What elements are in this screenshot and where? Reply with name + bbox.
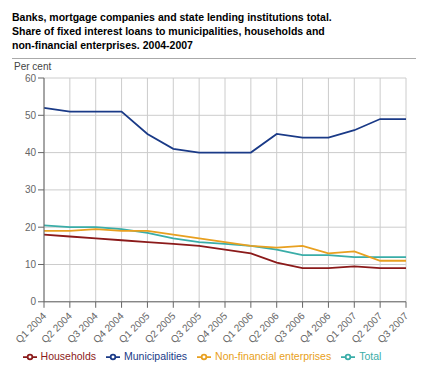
svg-text:Q2 2006: Q2 2006 <box>246 310 281 346</box>
svg-text:Q2 2004: Q2 2004 <box>39 310 75 346</box>
svg-text:Q3 2005: Q3 2005 <box>168 310 204 346</box>
html-text:Total: Total <box>359 349 382 362</box>
svg-text:Q1 2005: Q1 2005 <box>116 310 152 346</box>
html-text:Per cent: Per cent <box>14 61 52 72</box>
svg-text:Q4 2006: Q4 2006 <box>297 310 333 346</box>
svg-text:Q1 2007: Q1 2007 <box>323 310 359 346</box>
html-text:Households: Households <box>40 349 96 362</box>
svg-text:Q1 2004: Q1 2004 <box>13 310 49 346</box>
svg-text:20: 20 <box>25 222 37 233</box>
svg-text:Q3 2006: Q3 2006 <box>271 310 307 346</box>
svg-text:Q2 2005: Q2 2005 <box>142 310 178 346</box>
svg-text:Q4 2005: Q4 2005 <box>194 310 230 346</box>
svg-text:30: 30 <box>25 184 37 195</box>
svg-text:Q4 2004: Q4 2004 <box>90 310 126 346</box>
svg-text:Q1 2006: Q1 2006 <box>220 310 256 346</box>
svg-text:40: 40 <box>25 147 37 158</box>
html-text:Banks, mortgage companies and: Banks, mortgage companies and state lend… <box>12 11 332 23</box>
html-text:non-financial enterprises. 200: non-financial enterprises. 2004-2007 <box>12 39 193 51</box>
svg-text:Q2 2007: Q2 2007 <box>349 310 385 346</box>
html-text:Share of fixed interest loans: Share of fixed interest loans to municip… <box>12 25 325 37</box>
html-text:Non-financial enterprises: Non-financial enterprises <box>215 349 332 362</box>
svg-text:60: 60 <box>25 73 37 84</box>
html-text:Municipalities: Municipalities <box>124 349 188 362</box>
svg-text:10: 10 <box>25 259 37 270</box>
svg-text:Q3 2007: Q3 2007 <box>375 310 410 345</box>
svg-text:Q3 2004: Q3 2004 <box>65 310 100 346</box>
svg-text:50: 50 <box>25 110 37 121</box>
svg-text:0: 0 <box>30 296 36 307</box>
